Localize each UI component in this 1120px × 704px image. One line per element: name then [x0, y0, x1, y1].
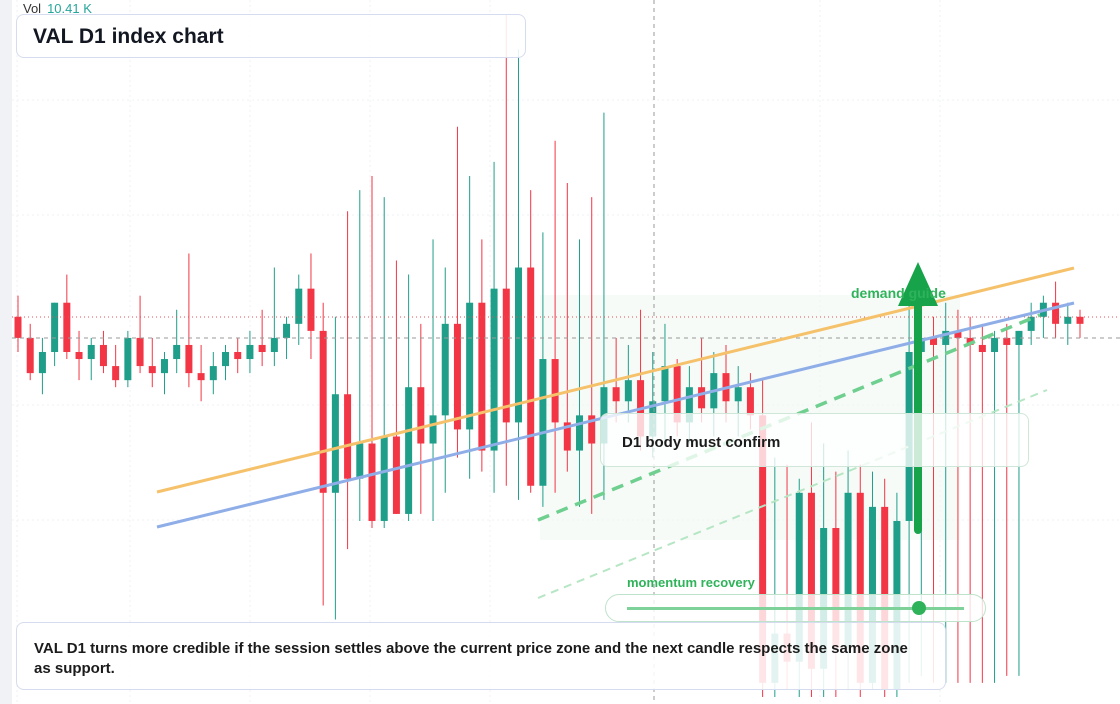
candle-body [258, 344, 266, 352]
candle-body [136, 337, 144, 367]
candle-body [417, 387, 425, 444]
chart-title: VAL D1 index chart [16, 14, 526, 58]
candle-body [112, 366, 120, 381]
candle-body [1027, 316, 1035, 331]
candle-body [307, 288, 315, 331]
candle-body [160, 359, 168, 374]
candle-body [527, 267, 535, 486]
candle-body [795, 492, 803, 662]
candle-body [978, 344, 986, 352]
candle-body [514, 267, 522, 423]
candle-body [173, 344, 181, 360]
candle-body [624, 380, 632, 402]
candle-body [844, 492, 852, 648]
candle-body [502, 288, 510, 423]
candle-body [99, 344, 107, 367]
candle-body [1052, 302, 1060, 324]
annotation: momentum recovery [627, 575, 755, 590]
candle-body [270, 337, 278, 352]
candle-body [832, 528, 840, 648]
candle-body [1076, 316, 1084, 324]
candle-body [685, 387, 693, 423]
candle-body [197, 373, 205, 381]
candle-body [612, 387, 620, 402]
candle-body [1064, 316, 1072, 324]
left-edge [0, 0, 12, 704]
candle-body [392, 436, 400, 514]
candle-body [807, 492, 815, 669]
trend-line [537, 389, 1048, 599]
candle-body [576, 415, 584, 451]
candle-body [87, 344, 95, 360]
annotation: D1 body must confirm [600, 413, 1029, 467]
candle-body [246, 344, 254, 360]
candle-body [588, 415, 596, 444]
candle-body [51, 302, 59, 352]
candle-body [942, 330, 950, 345]
candle-body [453, 323, 461, 430]
candle-body [734, 387, 742, 402]
candle-body [1003, 337, 1011, 345]
candle-body [429, 415, 437, 444]
candle-body [368, 443, 376, 521]
candle-body [234, 352, 242, 360]
candle-body [490, 288, 498, 451]
slider-track [627, 607, 964, 610]
candle-body [441, 323, 449, 416]
candle-body [466, 302, 474, 430]
candle-body [75, 352, 83, 360]
candle-body [26, 337, 34, 374]
candle-body [661, 366, 669, 402]
candle-body [124, 337, 132, 381]
candle-body [356, 443, 364, 479]
note: VAL D1 turns more credible if the sessio… [16, 622, 946, 690]
candle-body [930, 337, 938, 345]
volume-value: 10.41 K [47, 1, 92, 16]
candle-body [698, 387, 706, 409]
candle-body [295, 288, 303, 324]
candle-body [966, 337, 974, 345]
candle-body [563, 422, 571, 451]
candle-body [405, 387, 413, 514]
candle-body [148, 366, 156, 374]
candle-body [283, 323, 291, 338]
volume-legend: Vol 10.41 K [23, 1, 92, 16]
candle-body [856, 492, 864, 683]
candle-body [478, 302, 486, 451]
arrow-head [898, 262, 938, 306]
candle-body [38, 352, 46, 374]
candle-body [539, 359, 547, 486]
candle-body [954, 330, 962, 338]
candle-body [759, 415, 767, 683]
candle-body [209, 366, 217, 381]
candle-body [344, 394, 352, 479]
candle-body [63, 302, 71, 352]
candle-body [14, 316, 22, 338]
candle-body [319, 330, 327, 493]
volume-label: Vol [23, 1, 42, 16]
candle-body [1015, 330, 1023, 345]
candle-body [673, 366, 681, 423]
slider[interactable] [605, 594, 986, 622]
candle-body [380, 436, 388, 521]
candle-body [551, 359, 559, 423]
candle-body [746, 387, 754, 416]
candle-body [222, 352, 230, 367]
candle-body [331, 394, 339, 493]
annotation: demand guide [851, 285, 946, 301]
slider-knob[interactable] [912, 601, 926, 615]
candle-body [185, 344, 193, 374]
candle-body [991, 337, 999, 352]
